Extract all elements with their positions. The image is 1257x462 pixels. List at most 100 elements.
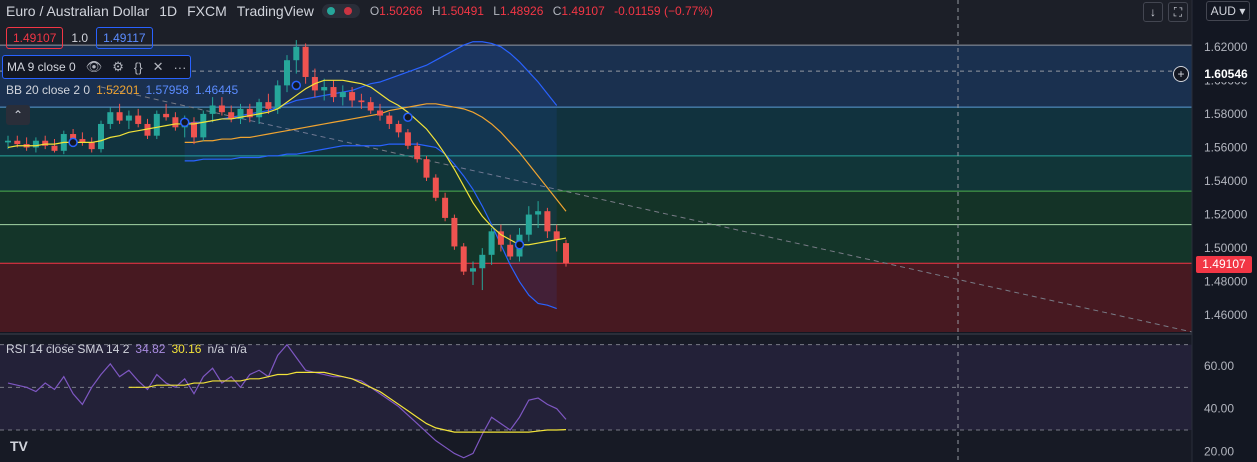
- rsi-na-2: n/a: [230, 342, 247, 356]
- candle-body: [479, 254, 486, 269]
- last-price-label: 1.49107: [1196, 256, 1252, 273]
- interval-label[interactable]: 1D: [159, 3, 178, 19]
- ma-legend[interactable]: MA 9 close 0 👁 ⚙ {} ✕ ···: [2, 55, 192, 79]
- source-label: FXCM: [187, 3, 227, 19]
- trade-panel: 1.49107 1.0 1.49117: [6, 27, 153, 49]
- candle-body: [451, 217, 458, 247]
- close-label: C: [552, 4, 562, 18]
- ma-line: [7, 79, 567, 246]
- market-status-pill[interactable]: [321, 4, 360, 18]
- candle-body: [553, 231, 560, 240]
- sell-button[interactable]: 1.49107: [6, 27, 64, 49]
- status-dot-icon: [343, 7, 352, 15]
- close-value: 1.49107: [561, 4, 605, 18]
- candle-body: [246, 108, 253, 118]
- drawing-anchor: [68, 137, 78, 148]
- candle-body: [200, 113, 207, 138]
- candle-body: [544, 211, 551, 232]
- candle-body: [386, 115, 393, 124]
- candle-body: [237, 108, 244, 119]
- candle-body: [302, 46, 309, 77]
- candle-body: [70, 134, 77, 140]
- candle-body: [51, 145, 58, 151]
- bb-upper-line: [184, 41, 558, 125]
- candle-body: [135, 115, 142, 124]
- price-tick-label: 1.56000: [1204, 140, 1248, 154]
- rsi-sma-line: [128, 371, 567, 433]
- currency-select[interactable]: AUD ▾: [1206, 1, 1250, 21]
- candle-body: [414, 145, 421, 160]
- candle-body: [209, 105, 216, 114]
- candle-body: [191, 122, 197, 138]
- candle-body: [293, 46, 300, 61]
- currency-label: AUD: [1210, 4, 1236, 18]
- candle-body: [321, 87, 328, 91]
- crosshair-price-label: 1.60546: [1198, 66, 1254, 82]
- arrow-down-icon[interactable]: ↓: [1143, 2, 1163, 22]
- candle-body: [497, 231, 504, 245]
- more-icon[interactable]: ···: [173, 59, 187, 75]
- candle-body: [107, 112, 114, 124]
- rsi-legend[interactable]: RSI 14 close SMA 14 2 34.82 30.16 n/a n/…: [6, 341, 247, 357]
- fib-zone: [0, 107, 1192, 156]
- candle-body: [395, 123, 402, 133]
- bb-lower-line: [184, 143, 557, 310]
- drawing-anchor: [179, 117, 190, 128]
- candle-body: [79, 139, 86, 143]
- candle-body: [470, 268, 476, 272]
- candle-body: [432, 177, 439, 198]
- candle-body: [228, 112, 235, 119]
- rsi-na-1: n/a: [207, 342, 225, 356]
- candle-body: [14, 140, 21, 145]
- candle-body: [404, 132, 411, 146]
- fib-zone: [0, 224, 1192, 264]
- symbol-name[interactable]: Euro / Australian Dollar: [6, 3, 150, 19]
- ohlc-values: O1.50266 H1.50491 L1.48926 C1.49107 -0.0…: [370, 4, 713, 18]
- gear-icon[interactable]: ⚙: [112, 59, 124, 74]
- rsi-line: [7, 343, 567, 459]
- open-label: O: [369, 4, 380, 18]
- low-value: 1.48926: [499, 4, 544, 18]
- rsi-label: RSI 14 close SMA 14 2: [6, 342, 130, 356]
- bb-legend[interactable]: BB 20 close 2 0 1.52201 1.57958 1.46445: [6, 82, 238, 98]
- bb-upper-value: 1.57958: [145, 83, 189, 97]
- candle-body: [507, 244, 514, 257]
- fib-zone: [0, 155, 1192, 192]
- rsi-value: 34.82: [135, 342, 166, 356]
- candle-body: [98, 123, 104, 150]
- candle-body: [116, 112, 123, 121]
- bb-basis-value: 1.52201: [96, 83, 140, 97]
- chart-header: Euro / Australian Dollar 1D FXCM Trading…: [6, 2, 713, 20]
- bb-label: BB 20 close 2 0: [6, 83, 91, 97]
- plus-icon[interactable]: +: [1173, 66, 1189, 82]
- ma-label: MA 9 close 0: [7, 60, 76, 74]
- buy-button[interactable]: 1.49117: [96, 27, 153, 49]
- tradingview-logo[interactable]: TV: [10, 438, 28, 454]
- price-tick-label: 1.48000: [1204, 275, 1248, 289]
- change-value: -0.01159 (−0.77%): [614, 4, 713, 18]
- close-icon[interactable]: ✕: [152, 59, 164, 74]
- candle-body: [423, 159, 430, 178]
- high-value: 1.50491: [440, 4, 484, 18]
- bb-lower-value: 1.46445: [194, 83, 239, 97]
- status-dot-icon: [326, 7, 335, 15]
- candle-body: [330, 87, 337, 98]
- trend-line: [100, 86, 1193, 333]
- candle-body: [256, 102, 263, 118]
- fib-zone: [0, 191, 1192, 225]
- rsi-tick-label: 60.00: [1204, 359, 1234, 373]
- candle-body: [488, 231, 495, 255]
- eye-icon[interactable]: 👁: [85, 59, 103, 74]
- rsi-tick-label: 20.00: [1204, 444, 1234, 458]
- drawing-anchor: [291, 80, 302, 91]
- braces-icon[interactable]: {}: [133, 59, 143, 75]
- candle-body: [563, 243, 569, 264]
- candle-body: [144, 123, 151, 136]
- candle-body: [377, 110, 383, 116]
- price-tick-label: 1.52000: [1204, 208, 1248, 222]
- rsi-sma-value: 30.16: [171, 342, 202, 356]
- chevron-up-icon[interactable]: ⌃: [6, 105, 30, 125]
- fullscreen-icon[interactable]: ⛶: [1168, 2, 1188, 22]
- candle-body: [442, 197, 449, 218]
